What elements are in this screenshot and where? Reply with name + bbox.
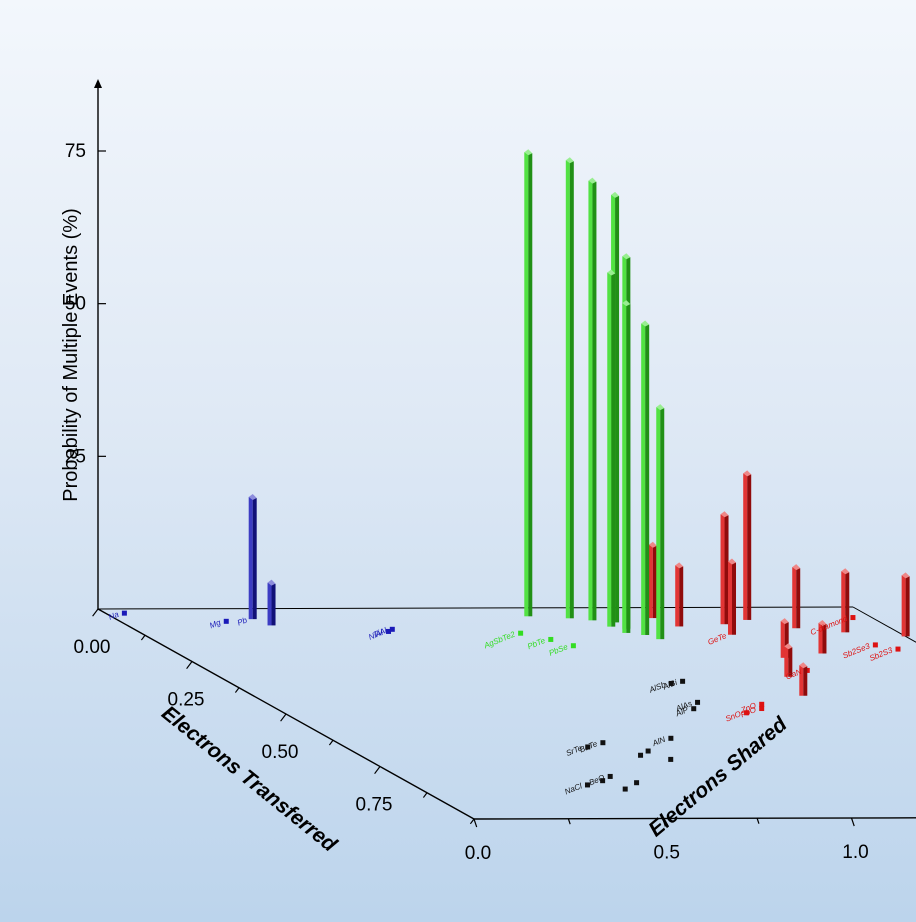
bar bbox=[622, 300, 631, 633]
x-tick-label: 0.00 bbox=[74, 637, 111, 658]
point-marker bbox=[668, 756, 674, 762]
point-marker bbox=[518, 630, 524, 636]
x-tick-label: 0.25 bbox=[168, 690, 205, 711]
y-tick bbox=[473, 818, 478, 828]
bar bbox=[641, 320, 650, 635]
x-tick bbox=[280, 713, 287, 722]
bar bbox=[248, 494, 257, 620]
point-marker bbox=[584, 782, 590, 788]
material-label: GeTe bbox=[707, 631, 729, 647]
bar bbox=[818, 619, 827, 654]
bar bbox=[524, 149, 533, 617]
z-tick-label: 25 bbox=[65, 446, 86, 467]
y-axis-title: Electrons Shared bbox=[644, 712, 792, 841]
material-label: PbSe bbox=[548, 642, 570, 658]
z-tick-label: 75 bbox=[65, 141, 86, 162]
chart-axes bbox=[94, 79, 916, 820]
bar bbox=[267, 579, 276, 626]
point-marker bbox=[680, 678, 686, 684]
material-label: BeO bbox=[588, 773, 606, 787]
y-tick-label: 0.0 bbox=[465, 843, 491, 864]
x-tick bbox=[422, 792, 428, 798]
point-marker bbox=[850, 615, 856, 621]
point-marker bbox=[695, 699, 701, 705]
y-tick bbox=[756, 818, 760, 824]
point-marker bbox=[389, 626, 395, 632]
y-tick bbox=[850, 817, 855, 827]
bar bbox=[901, 572, 910, 637]
point-marker bbox=[634, 780, 640, 786]
material-label: AgSbTe2 bbox=[482, 630, 517, 651]
y-tick-label: 0.5 bbox=[654, 843, 680, 864]
material-label: Mg bbox=[208, 618, 222, 631]
bar bbox=[792, 564, 801, 629]
point-marker bbox=[607, 773, 613, 779]
z-axis-title: Probability of Multiple Events (%) bbox=[60, 208, 82, 501]
material-label: PbTe bbox=[526, 636, 547, 651]
point-marker bbox=[600, 740, 606, 746]
x-tick bbox=[328, 739, 334, 746]
bar bbox=[656, 404, 665, 640]
material-label: BaTe bbox=[578, 739, 599, 754]
z-tick-label: 50 bbox=[65, 294, 86, 315]
bar bbox=[565, 157, 574, 619]
material-label: AlN bbox=[650, 735, 666, 749]
x-tick-label: 0.75 bbox=[356, 795, 393, 816]
material-label: Pb bbox=[236, 615, 249, 627]
back-edge-line bbox=[97, 606, 854, 610]
point-marker bbox=[759, 701, 765, 707]
point-marker bbox=[668, 680, 674, 686]
material-label: TiAl bbox=[372, 626, 388, 640]
material-label: NaCl bbox=[563, 781, 583, 796]
point-marker bbox=[386, 628, 392, 634]
point-marker bbox=[223, 618, 229, 624]
bar bbox=[588, 177, 597, 621]
point-marker bbox=[121, 610, 127, 616]
x-tick bbox=[140, 634, 146, 641]
bar bbox=[728, 558, 737, 635]
y-tick bbox=[662, 818, 667, 827]
x-tick bbox=[186, 661, 193, 670]
point-marker bbox=[585, 744, 591, 750]
point-marker bbox=[872, 642, 878, 648]
point-marker bbox=[548, 636, 554, 642]
point-marker bbox=[744, 710, 750, 716]
bar bbox=[607, 269, 616, 627]
x-tick bbox=[469, 818, 475, 825]
point-marker bbox=[645, 748, 651, 754]
bar bbox=[675, 562, 684, 627]
chart-marks bbox=[121, 149, 910, 792]
point-marker bbox=[895, 646, 901, 652]
point-marker bbox=[668, 735, 674, 741]
bar bbox=[743, 470, 752, 620]
bar bbox=[648, 541, 657, 619]
point-marker bbox=[638, 752, 644, 758]
point-marker bbox=[759, 706, 765, 712]
point-marker bbox=[691, 706, 697, 712]
far-edge-line bbox=[852, 606, 916, 643]
bar bbox=[841, 568, 850, 633]
point-marker bbox=[600, 778, 606, 784]
bar bbox=[784, 643, 793, 677]
point-marker bbox=[570, 643, 576, 649]
bar bbox=[780, 618, 789, 658]
x-axis-title: Electrons Transferred bbox=[157, 701, 342, 857]
material-label: Sb2S3 bbox=[868, 645, 894, 663]
y-axis-line bbox=[473, 817, 916, 820]
material-label: Sb2Se3 bbox=[841, 641, 871, 660]
x-tick bbox=[374, 766, 381, 775]
x-tick bbox=[234, 687, 240, 693]
bar bbox=[720, 511, 729, 625]
bar bbox=[799, 662, 808, 696]
x-tick-label: 0.50 bbox=[262, 742, 299, 763]
y-tick-label: 1.0 bbox=[842, 842, 868, 863]
y-tick bbox=[567, 818, 571, 825]
point-marker bbox=[622, 786, 628, 792]
material-label: Na bbox=[107, 609, 120, 621]
x-tick bbox=[92, 608, 99, 617]
